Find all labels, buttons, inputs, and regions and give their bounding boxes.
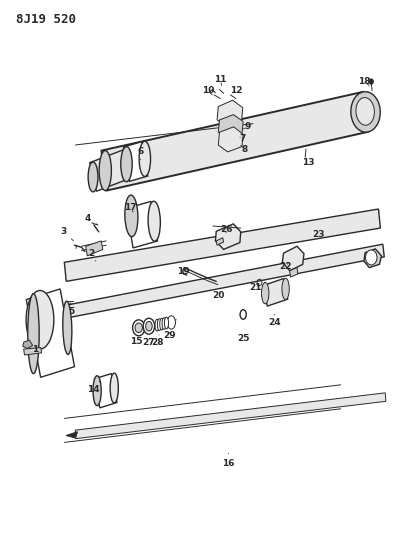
Ellipse shape: [282, 278, 289, 300]
Polygon shape: [26, 289, 75, 377]
Text: 1: 1: [31, 340, 40, 353]
Ellipse shape: [366, 250, 377, 265]
Text: 12: 12: [230, 86, 242, 95]
Text: 8J19 520: 8J19 520: [16, 13, 76, 26]
Text: 2: 2: [89, 249, 96, 261]
Polygon shape: [64, 244, 384, 318]
Polygon shape: [23, 340, 33, 349]
Ellipse shape: [139, 141, 151, 176]
Text: 7: 7: [239, 134, 246, 143]
Ellipse shape: [240, 310, 246, 319]
Text: 16: 16: [222, 453, 235, 468]
Polygon shape: [75, 393, 386, 439]
Text: 24: 24: [268, 314, 280, 327]
Text: 29: 29: [163, 332, 175, 340]
Text: 8: 8: [241, 145, 248, 154]
Text: 4: 4: [84, 214, 98, 225]
Ellipse shape: [125, 195, 138, 237]
Polygon shape: [124, 142, 148, 181]
Text: 3: 3: [60, 228, 73, 241]
Text: 22: 22: [279, 262, 292, 271]
Text: 23: 23: [312, 230, 324, 239]
Polygon shape: [64, 209, 380, 281]
Ellipse shape: [167, 316, 175, 329]
Ellipse shape: [146, 321, 152, 331]
Text: 20: 20: [212, 292, 224, 300]
Text: 17: 17: [124, 204, 137, 212]
Ellipse shape: [157, 319, 162, 330]
Text: 26: 26: [220, 225, 233, 233]
Polygon shape: [216, 238, 224, 245]
Ellipse shape: [148, 201, 160, 241]
Polygon shape: [282, 246, 304, 271]
Ellipse shape: [133, 320, 145, 336]
Polygon shape: [218, 127, 243, 152]
Text: 18: 18: [358, 77, 370, 86]
Polygon shape: [263, 279, 288, 306]
Polygon shape: [66, 432, 78, 438]
Ellipse shape: [28, 294, 39, 374]
Text: 25: 25: [238, 334, 250, 343]
Ellipse shape: [121, 147, 132, 182]
Ellipse shape: [135, 323, 142, 333]
Text: 21: 21: [249, 284, 261, 292]
Text: 6: 6: [137, 148, 144, 160]
Ellipse shape: [26, 290, 54, 349]
Ellipse shape: [99, 150, 111, 191]
Ellipse shape: [164, 317, 169, 329]
Polygon shape: [90, 150, 130, 191]
Ellipse shape: [110, 373, 118, 403]
Text: 27: 27: [142, 338, 155, 346]
Polygon shape: [364, 249, 381, 268]
Text: 15: 15: [131, 337, 143, 345]
Text: 9: 9: [243, 123, 251, 131]
Text: 19: 19: [177, 268, 190, 276]
Ellipse shape: [262, 282, 269, 304]
Polygon shape: [215, 224, 241, 249]
Polygon shape: [102, 92, 368, 190]
Text: 11: 11: [214, 76, 226, 85]
Ellipse shape: [162, 318, 166, 329]
Polygon shape: [290, 268, 298, 277]
Ellipse shape: [351, 92, 380, 132]
Polygon shape: [24, 348, 42, 355]
Ellipse shape: [88, 162, 98, 192]
Text: 13: 13: [302, 158, 314, 167]
Polygon shape: [217, 100, 243, 127]
Ellipse shape: [160, 318, 164, 330]
Polygon shape: [126, 201, 157, 248]
Ellipse shape: [356, 98, 375, 125]
Text: 28: 28: [151, 335, 164, 346]
Ellipse shape: [93, 376, 101, 406]
Ellipse shape: [369, 79, 373, 84]
Ellipse shape: [155, 319, 159, 331]
Polygon shape: [95, 374, 117, 408]
Ellipse shape: [143, 318, 155, 334]
Polygon shape: [218, 115, 243, 140]
Ellipse shape: [63, 301, 72, 354]
Text: 5: 5: [68, 304, 75, 316]
Text: 10: 10: [202, 86, 214, 95]
Text: 14: 14: [88, 381, 100, 393]
Polygon shape: [86, 241, 103, 256]
